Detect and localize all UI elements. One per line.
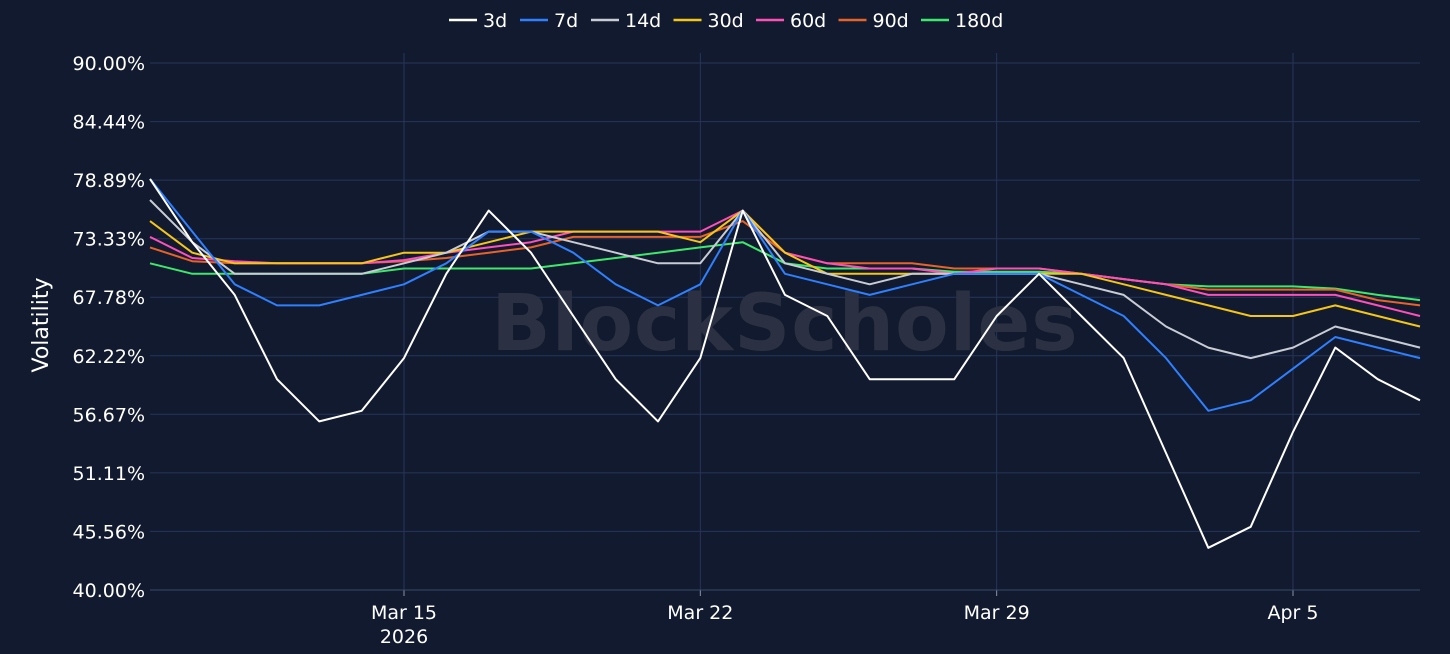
y-tick-label: 84.44% xyxy=(73,112,145,134)
series-line-3d xyxy=(149,178,1421,549)
y-tick-label: 78.89% xyxy=(73,170,145,192)
legend-label: 3d xyxy=(483,10,507,32)
legend-label: 90d xyxy=(873,10,909,32)
x-tick-label: Mar 15 xyxy=(371,602,437,624)
legend-item-7d: 7d xyxy=(520,10,578,32)
grid xyxy=(150,53,1420,591)
legend: 3d 7d 14d 30d 60d 90d 180d xyxy=(449,10,1003,32)
legend-item-180d: 180d xyxy=(921,10,1003,32)
legend-item-60d: 60d xyxy=(756,10,826,32)
legend-label: 30d xyxy=(708,10,744,32)
series-line-14d xyxy=(149,199,1421,360)
legend-label: 180d xyxy=(955,10,1003,32)
legend-label: 7d xyxy=(554,10,578,32)
x-tick-label: Apr 5 xyxy=(1268,602,1319,624)
legend-label: 60d xyxy=(790,10,826,32)
legend-item-3d: 3d xyxy=(449,10,507,32)
y-tick-label: 90.00% xyxy=(73,53,145,75)
x-tick-label: Mar 29 xyxy=(964,602,1030,624)
y-axis-title: Volatility xyxy=(29,277,54,372)
y-tick-label: 62.22% xyxy=(73,346,145,368)
y-tick-label: 51.11% xyxy=(73,463,145,485)
y-tick-label: 40.00% xyxy=(73,580,145,602)
series-lines xyxy=(149,178,1421,549)
y-axis: 90.00% 84.44% 78.89% 73.33% 67.78% 62.22% 56.6… xyxy=(73,53,145,602)
y-tick-label: 73.33% xyxy=(73,229,145,251)
series-line-7d xyxy=(149,178,1421,412)
x-tick-sublabel: 2026 xyxy=(380,626,428,648)
y-tick-label: 56.67% xyxy=(73,404,145,426)
y-tick-label: 45.56% xyxy=(73,521,145,543)
legend-label: 14d xyxy=(625,10,661,32)
legend-item-14d: 14d xyxy=(591,10,661,32)
legend-item-90d: 90d xyxy=(838,10,909,32)
series-line-30d xyxy=(149,209,1421,328)
y-tick-label: 67.78% xyxy=(73,287,145,309)
x-tick-label: Mar 22 xyxy=(667,602,733,624)
legend-item-30d: 30d xyxy=(673,10,744,32)
